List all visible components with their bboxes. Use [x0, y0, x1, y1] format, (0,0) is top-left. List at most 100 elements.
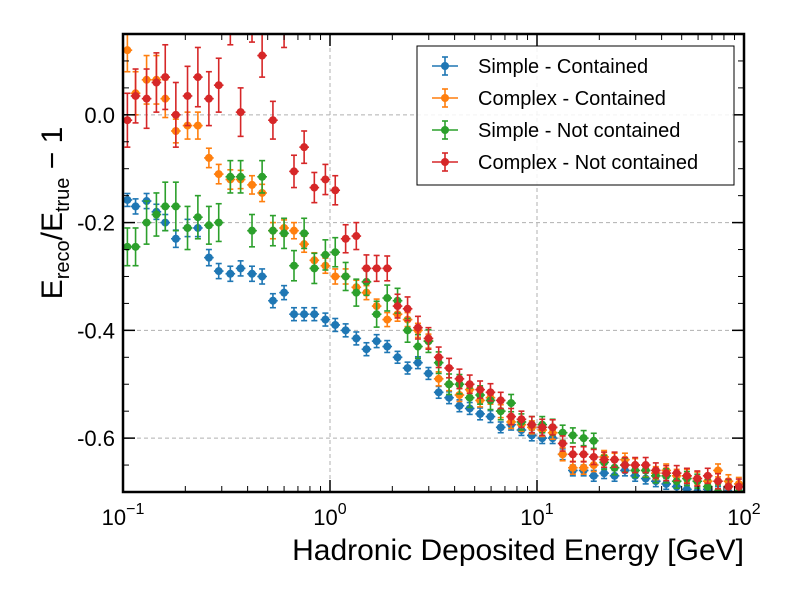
plot-frame [121, 32, 746, 494]
legend-label: Complex - Contained [478, 88, 666, 110]
y-axis-title-sub: reco [52, 240, 74, 279]
data-point [214, 218, 223, 227]
data-point [226, 172, 235, 181]
data-point [403, 304, 412, 313]
data-point [403, 326, 412, 335]
data-point [641, 461, 650, 470]
data-point [183, 223, 192, 232]
data-point [352, 288, 361, 297]
data-point [703, 482, 712, 491]
data-point [152, 78, 161, 87]
data-point [321, 315, 330, 324]
data-point [579, 450, 588, 459]
data-point [568, 463, 577, 472]
data-point [465, 380, 474, 389]
data-point [424, 334, 433, 343]
data-point [131, 91, 140, 100]
data-point [131, 202, 140, 211]
data-point [651, 466, 660, 475]
data-point [204, 94, 213, 103]
data-point [258, 172, 267, 181]
y-axis-title: Ereco/Etrue − 1 [36, 127, 74, 300]
data-point [331, 186, 340, 195]
data-point [341, 326, 350, 335]
legend-label: Complex - Not contained [478, 152, 698, 174]
y-tick-labels: 0.0 -0.2 -0.4 -0.6 [77, 103, 115, 451]
data-point [486, 412, 495, 421]
data-point [226, 269, 235, 278]
data-point [579, 463, 588, 472]
data-point [258, 272, 267, 281]
data-point [662, 469, 671, 478]
data-point [183, 91, 192, 100]
data-point [393, 353, 402, 362]
data-point [734, 482, 743, 491]
data-point [434, 353, 443, 362]
data-point [341, 272, 350, 281]
axis-ticks [122, 33, 745, 493]
data-point [393, 302, 402, 311]
data-point [383, 315, 392, 324]
x-tick-label: 101 [520, 501, 553, 530]
legend-marker-point [441, 62, 449, 70]
data-point [123, 195, 132, 204]
data-point [507, 412, 516, 421]
data-point [341, 234, 350, 243]
data-point [123, 242, 132, 251]
data-point [383, 264, 392, 273]
data-point [620, 461, 629, 470]
data-point [352, 334, 361, 343]
data-point [193, 73, 202, 82]
data-point [610, 455, 619, 464]
x-tick-label: 10−1 [102, 501, 145, 530]
data-point [236, 172, 245, 181]
data-point [372, 337, 381, 346]
data-point [300, 143, 309, 152]
data-point [310, 183, 319, 192]
data-point [724, 482, 733, 491]
data-point [248, 226, 257, 235]
data-point [204, 253, 213, 262]
x-tick-labels: 10−1 100 101 102 [102, 501, 761, 530]
data-point [289, 310, 298, 319]
data-point [300, 310, 309, 319]
legend-item: Simple - Contained [432, 56, 648, 78]
data-point [413, 323, 422, 332]
data-point [171, 234, 180, 243]
data-point [455, 374, 464, 383]
data-point [280, 229, 289, 238]
data-point [171, 110, 180, 119]
data-point [248, 180, 257, 189]
data-point [589, 471, 598, 480]
x-tick-label: 102 [727, 501, 760, 530]
data-point [280, 288, 289, 297]
data-point [289, 167, 298, 176]
legend-item: Simple - Not contained [432, 120, 680, 142]
data-point [558, 450, 567, 459]
data-point [171, 202, 180, 211]
data-point [517, 415, 526, 424]
data-point [445, 393, 454, 402]
legend-label: Simple - Not contained [478, 120, 680, 142]
y-tick-label: -0.2 [77, 211, 115, 236]
data-point [204, 221, 213, 230]
data-point [682, 471, 691, 480]
legend: Simple - Contained Complex - Contained Sim… [416, 45, 735, 186]
data-point [558, 439, 567, 448]
data-point [507, 399, 516, 408]
data-point [496, 423, 505, 432]
data-point [236, 264, 245, 273]
data-point [321, 175, 330, 184]
data-point [268, 226, 277, 235]
data-point [258, 51, 267, 60]
x-tick-label: 100 [313, 501, 346, 530]
data-point [465, 393, 474, 402]
data-point [465, 404, 474, 413]
data-point [548, 423, 557, 432]
legend-marker-point [441, 126, 449, 134]
data-point [589, 436, 598, 445]
series-3 [123, 34, 744, 492]
data-point [362, 264, 371, 273]
y-axis-title-part: /E [36, 212, 69, 240]
